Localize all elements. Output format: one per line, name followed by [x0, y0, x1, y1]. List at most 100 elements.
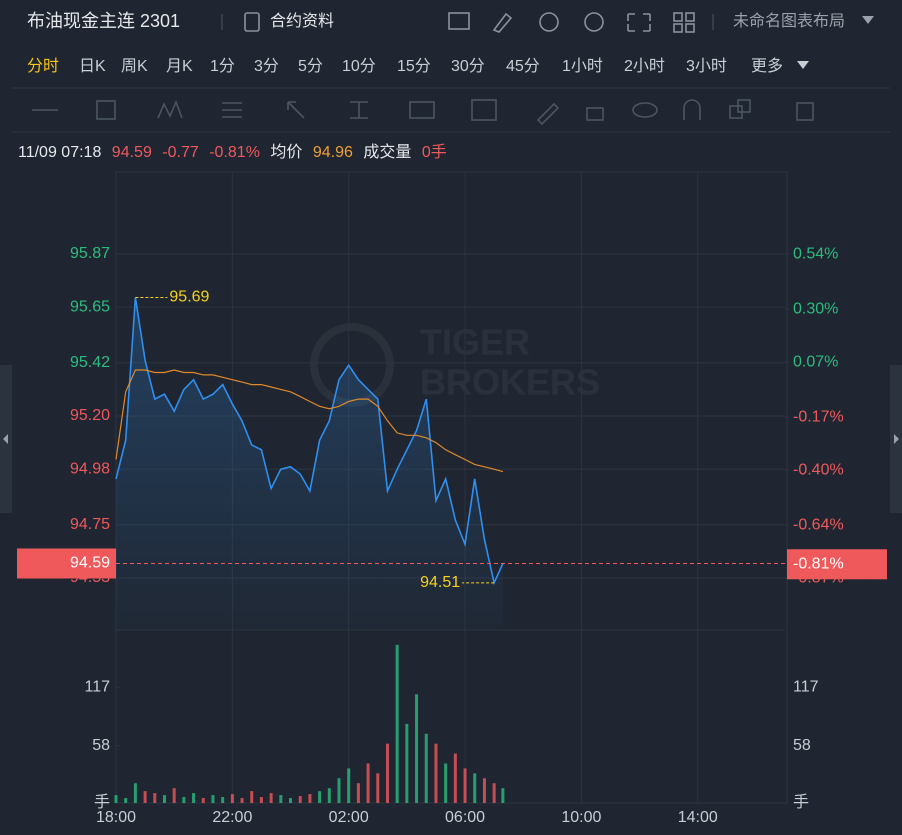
icon[interactable]: [673, 23, 683, 33]
annotation-label: 95.69: [169, 289, 209, 306]
volume-bar: [347, 768, 351, 803]
dropdown-arrow[interactable]: [862, 16, 874, 24]
tool[interactable]: [96, 100, 116, 120]
change-tag: [787, 549, 887, 580]
change-tag-label: -0.81%: [793, 555, 844, 572]
icon[interactable]: [584, 12, 604, 32]
info-avg: 94.96: [313, 144, 353, 161]
volume-bar: [192, 793, 196, 803]
info-time: 11/09 07:18: [18, 144, 101, 161]
y2-tick-label: 0.30%: [793, 300, 838, 317]
volume-bar: [453, 753, 457, 803]
volume-bar: [250, 791, 254, 803]
info-volume-label: 成交量: [363, 143, 411, 161]
volume-bar: [269, 793, 273, 803]
dropdown-arrow[interactable]: [797, 61, 809, 69]
volume-bar: [463, 768, 467, 803]
tab[interactable]: 10分: [342, 57, 376, 75]
volume-tick-label: 58: [92, 737, 110, 754]
tool[interactable]: [586, 107, 604, 121]
tab[interactable]: 3小时: [686, 57, 727, 75]
annotation-label: 94.51: [420, 574, 460, 591]
icon[interactable]: [539, 12, 559, 32]
icon[interactable]: [627, 13, 651, 32]
icon[interactable]: [685, 23, 695, 33]
volume-bar: [279, 795, 283, 803]
tool[interactable]: [222, 102, 242, 118]
tool[interactable]: [409, 101, 435, 119]
tab[interactable]: 3分: [254, 57, 279, 75]
watermark: TIGER: [420, 322, 530, 363]
volume-bar: [366, 763, 370, 803]
price-area: [116, 297, 503, 630]
tab[interactable]: 日K: [79, 58, 106, 75]
avg-line: [115, 369, 504, 473]
volume-bar: [259, 797, 263, 803]
tool[interactable]: [683, 99, 701, 120]
volume-bar: [415, 694, 419, 803]
volume-bar: [182, 797, 186, 803]
volume-tick-label: 58: [793, 737, 811, 754]
volume-bar: [434, 743, 438, 803]
y-tick-label: 94.98: [70, 460, 110, 477]
price-tag: [17, 548, 116, 579]
y2-tick-label: 0.54%: [793, 245, 838, 262]
volume-bar: [501, 788, 505, 803]
tab[interactable]: 2小时: [624, 57, 665, 75]
info-avg-label: 均价: [270, 143, 302, 161]
tab[interactable]: 周K: [121, 58, 148, 75]
tab[interactable]: 30分: [451, 57, 485, 75]
volume-bar: [298, 796, 302, 803]
tool[interactable]: [350, 101, 368, 119]
layout-name[interactable]: 未命名图表布局: [733, 12, 845, 30]
price-tag-label: 94.59: [70, 555, 110, 572]
icon[interactable]: [448, 12, 470, 30]
contract-info[interactable]: 合约资料: [270, 12, 334, 30]
volume-bar: [492, 783, 496, 803]
tool[interactable]: [287, 101, 305, 119]
tool[interactable]: [536, 102, 560, 126]
drawing-toolbar: [32, 99, 814, 126]
tool[interactable]: [737, 99, 751, 113]
volume-bar: [172, 788, 176, 803]
volume-bar: [356, 783, 360, 803]
y-tick-label: 95.42: [70, 354, 110, 371]
icon[interactable]: [492, 12, 513, 33]
tool[interactable]: [796, 102, 814, 121]
volume-bar: [201, 798, 205, 803]
volume-bar: [230, 794, 234, 803]
tab[interactable]: 1分: [210, 57, 235, 75]
tabs: 分时 日K 周K 月K 1分 3分 5分 10分 15分 30分 45分 1小时 2小时 3小时 更多: [27, 57, 783, 75]
y2-tick-label: 0.07%: [793, 353, 838, 370]
tab[interactable]: 5分: [298, 57, 323, 75]
tool[interactable]: [632, 102, 658, 118]
info-bar: 11/09 07:18 94.59 -0.77 -0.81% 均价 94.96 …: [18, 143, 447, 161]
doc-icon[interactable]: [244, 12, 260, 32]
tool[interactable]: [471, 99, 497, 121]
tab[interactable]: 15分: [397, 57, 431, 75]
watermark: BROKERS: [420, 362, 600, 403]
x-tick-label: 06:00: [445, 809, 485, 826]
tab[interactable]: 更多: [751, 57, 783, 75]
icon[interactable]: [685, 12, 695, 22]
header-icons: [448, 12, 714, 33]
volume-unit: 手: [793, 793, 809, 811]
tab[interactable]: 月K: [166, 58, 193, 75]
y2-tick-label: -0.17%: [793, 408, 844, 425]
tab[interactable]: 分时: [27, 57, 59, 75]
x-tick-label: 22:00: [212, 809, 252, 826]
volume-bar: [162, 795, 166, 803]
tab[interactable]: 1小时: [562, 57, 603, 75]
y2-tick-label: -0.64%: [793, 516, 844, 533]
volume-bar: [318, 791, 322, 803]
info-price: 94.59: [112, 144, 152, 161]
volume-bar: [327, 788, 331, 803]
tab[interactable]: 45分: [506, 57, 540, 75]
y-tick-label: 94.75: [70, 516, 110, 533]
tool[interactable]: [157, 99, 183, 119]
x-tick-label: 14:00: [678, 809, 718, 826]
volume-bar: [221, 797, 225, 803]
icon[interactable]: [673, 12, 683, 22]
